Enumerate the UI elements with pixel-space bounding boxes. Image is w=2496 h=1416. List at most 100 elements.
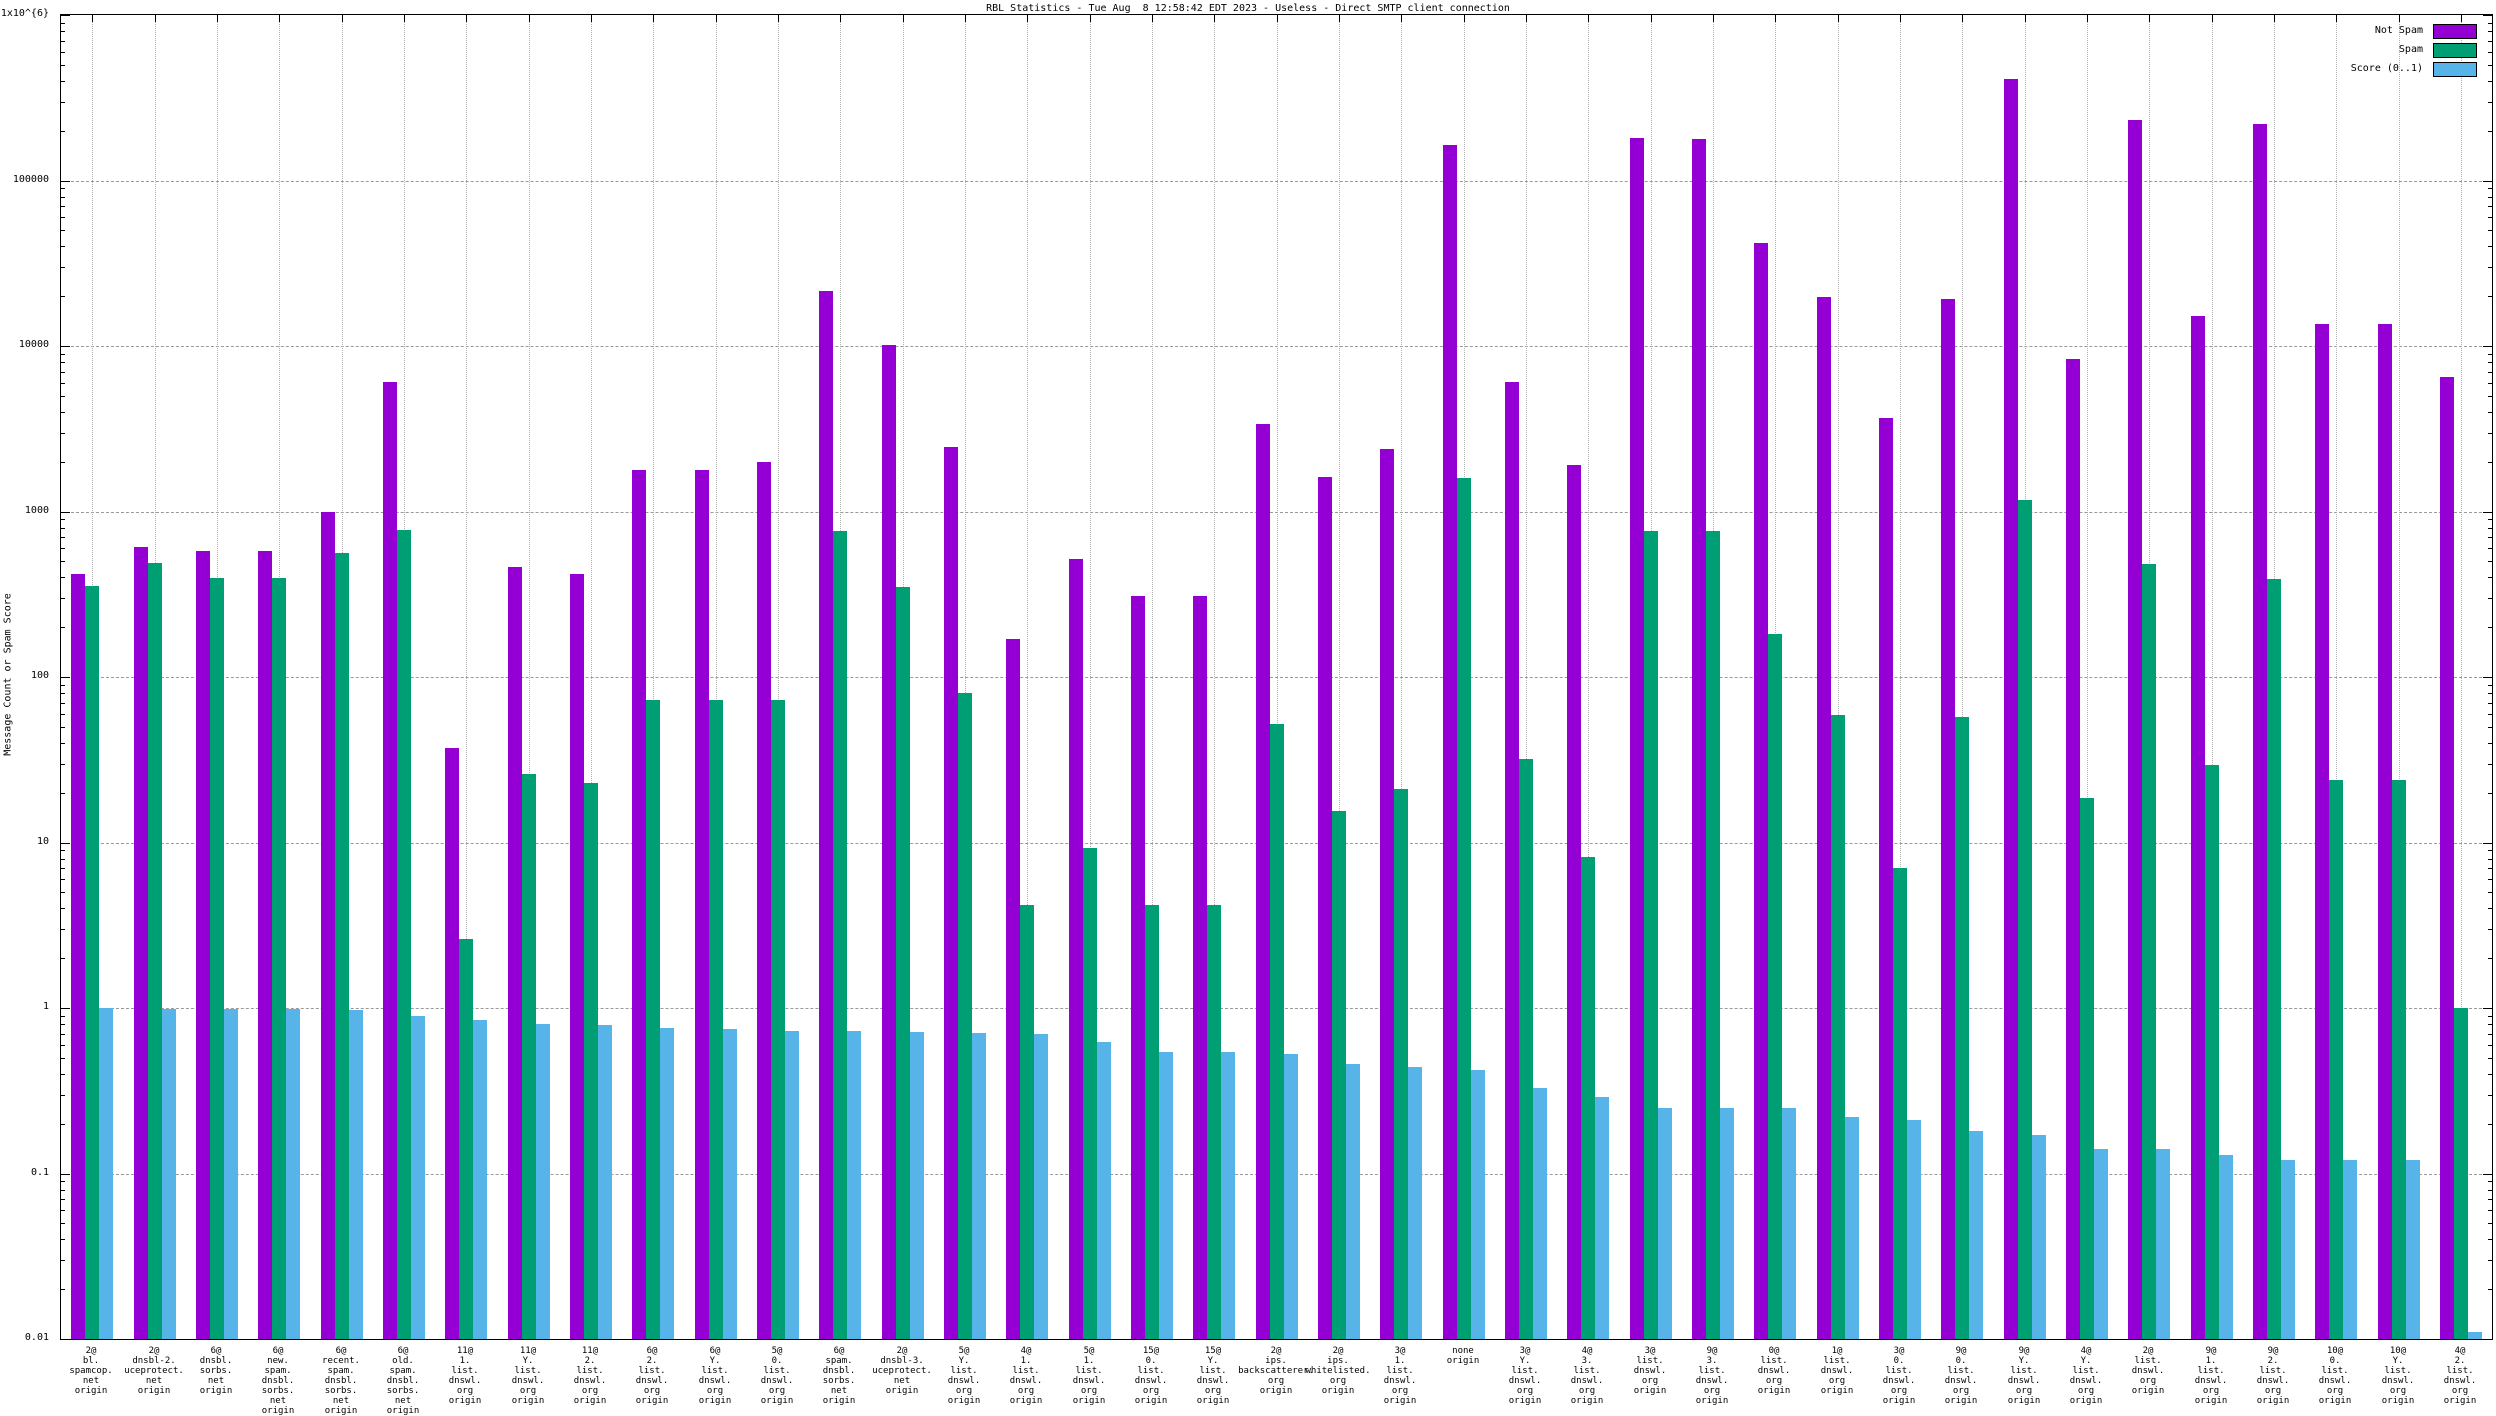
y-minor-tick-left: [61, 101, 65, 103]
x-tick-label: 2.: [584, 1356, 596, 1366]
x-tick-label: list.: [1823, 1356, 1851, 1366]
x-tick-top: [653, 15, 654, 22]
bar-not-spam: [258, 551, 272, 1339]
y-major-tick-right: [2483, 1339, 2492, 1340]
bar-not-spam: [2191, 316, 2205, 1339]
y-minor-tick-left: [61, 395, 65, 397]
y-major-tick-right: [2483, 1008, 2492, 1009]
bar-spam: [2392, 780, 2406, 1339]
x-tick-label: origin: [1072, 1396, 1106, 1406]
x-tick-label: origin: [760, 1396, 794, 1406]
x-tick-label: 4@: [1581, 1346, 1593, 1356]
x-tick-top: [1152, 15, 1153, 22]
x-tick-label: net: [207, 1376, 225, 1386]
y-major-tick-left: [61, 511, 70, 513]
x-tick-label: list.: [1947, 1366, 1975, 1376]
legend-entry-not-spam: Not Spam: [2120, 24, 2477, 39]
x-tick-label: 9@: [2267, 1346, 2279, 1356]
bar-spam: [1706, 531, 1720, 1339]
x-tick-label: Y.: [522, 1356, 534, 1366]
y-minor-tick-right: [2488, 858, 2492, 860]
y-minor-tick-left: [61, 742, 65, 744]
y-minor-tick-left: [61, 1260, 65, 1262]
y-minor-tick-right: [2488, 188, 2492, 190]
x-tick-label: list.: [2072, 1366, 2100, 1376]
x-tick-top: [1401, 15, 1402, 22]
bar-not-spam: [882, 345, 896, 1339]
x-tick-label: list.: [576, 1366, 604, 1376]
x-tick-label: origin: [1695, 1396, 1729, 1406]
x-tick-label: org: [1391, 1386, 1409, 1396]
x-tick-label: list.: [514, 1366, 542, 1376]
x-tick-label: list.: [1386, 1366, 1414, 1376]
y-minor-tick-left: [61, 64, 65, 66]
x-tick-label: 15@: [1204, 1346, 1222, 1356]
x-tick-label: origin: [1321, 1386, 1355, 1396]
bar-score: [972, 1033, 986, 1339]
x-tick-label: 2@: [1332, 1346, 1344, 1356]
x-tick-label: Y.: [2018, 1356, 2030, 1366]
bar-score: [473, 1020, 487, 1339]
y-minor-tick-left: [61, 432, 65, 434]
v-gridline: [2087, 15, 2088, 1339]
x-tick-label: org: [519, 1386, 537, 1396]
x-tick-label: list.: [2010, 1366, 2038, 1376]
bar-spam: [1020, 905, 1034, 1339]
x-tick-label: org: [1329, 1376, 1347, 1386]
y-minor-tick-right: [2488, 892, 2492, 894]
x-tick-label: org: [1765, 1376, 1783, 1386]
y-major-tick-left: [61, 1339, 70, 1340]
y-minor-tick-left: [61, 1210, 65, 1212]
bar-spam: [2080, 798, 2094, 1339]
x-tick-label: org: [1267, 1376, 1285, 1386]
x-tick-label: dnswl.: [448, 1376, 482, 1386]
x-tick-label: list.: [2259, 1366, 2287, 1376]
x-tick-label: dnswl.: [2318, 1376, 2352, 1386]
bar-spam: [2454, 1008, 2468, 1339]
bar-spam: [2205, 765, 2219, 1339]
bar-not-spam: [2378, 324, 2392, 1339]
x-tick-label: org: [1578, 1386, 1596, 1396]
bar-score: [2406, 1160, 2420, 1339]
x-tick-label: org: [955, 1386, 973, 1396]
y-minor-tick-left: [61, 22, 65, 24]
y-tick-label: 100000: [12, 173, 49, 185]
x-tick-top: [778, 15, 779, 22]
x-tick-label: 0.: [2329, 1356, 2341, 1366]
bar-not-spam: [1879, 418, 1893, 1339]
x-tick-label: dnsbl-3.: [880, 1356, 924, 1366]
x-tick-label: 5@: [1083, 1346, 1095, 1356]
y-minor-tick-right: [2488, 577, 2492, 579]
x-tick-label: dnswl.: [511, 1376, 545, 1386]
x-tick-label: origin: [1446, 1356, 1480, 1366]
bar-spam: [1207, 905, 1221, 1339]
x-tick-label: net: [145, 1376, 163, 1386]
v-gridline: [965, 15, 966, 1339]
y-minor-tick-right: [2488, 22, 2492, 24]
y-minor-tick-left: [61, 382, 65, 384]
x-tick-label: dnswl.: [1633, 1366, 1667, 1376]
bar-score: [224, 1009, 238, 1339]
x-tick-label: 2@: [896, 1346, 908, 1356]
x-tick-label: dnsbl-2.: [132, 1356, 176, 1366]
v-gridline: [2461, 15, 2462, 1339]
x-tick-label: net: [269, 1396, 287, 1406]
bar-not-spam: [1318, 477, 1332, 1339]
x-tick-label: dnswl.: [1072, 1376, 1106, 1386]
y-tick-label: 100: [30, 670, 49, 681]
y-major-tick-right: [2483, 511, 2492, 513]
x-tick-label: org: [2202, 1386, 2220, 1396]
x-tick-label: spam.: [389, 1366, 417, 1376]
x-tick-label: 11@: [581, 1346, 599, 1356]
y-minor-tick-right: [2488, 206, 2492, 208]
v-gridline: [1152, 15, 1153, 1339]
bar-spam: [397, 530, 411, 1339]
x-tick-label: net: [332, 1396, 350, 1406]
v-gridline: [653, 15, 654, 1339]
bar-spam: [210, 578, 224, 1339]
y-minor-tick-left: [61, 537, 65, 539]
bar-score: [286, 1009, 300, 1339]
y-tick-label: 1: [42, 1001, 49, 1012]
x-tick-label: 9@: [1955, 1346, 1967, 1356]
v-gridline: [2336, 15, 2337, 1339]
